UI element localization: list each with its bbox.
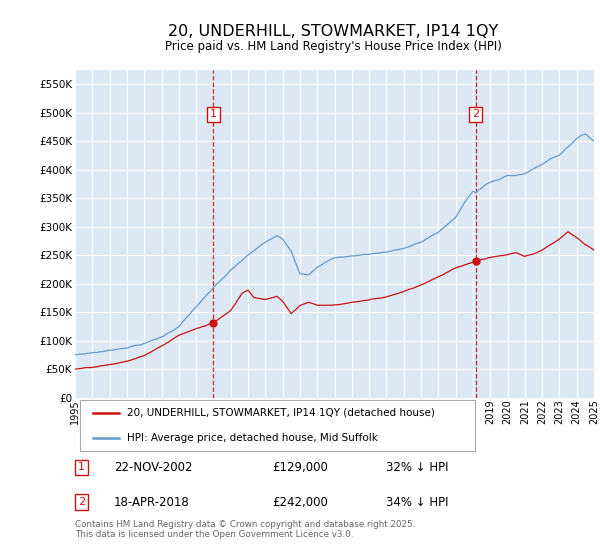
Text: Contains HM Land Registry data © Crown copyright and database right 2025.
This d: Contains HM Land Registry data © Crown c… bbox=[75, 520, 415, 539]
Text: 20, UNDERHILL, STOWMARKET, IP14 1QY: 20, UNDERHILL, STOWMARKET, IP14 1QY bbox=[168, 24, 498, 39]
Text: Price paid vs. HM Land Registry's House Price Index (HPI): Price paid vs. HM Land Registry's House … bbox=[164, 40, 502, 53]
Text: £242,000: £242,000 bbox=[272, 496, 328, 508]
Text: 1: 1 bbox=[78, 463, 85, 473]
Text: £129,000: £129,000 bbox=[272, 461, 328, 474]
Text: 20, UNDERHILL, STOWMARKET, IP14 1QY (detached house): 20, UNDERHILL, STOWMARKET, IP14 1QY (det… bbox=[127, 408, 435, 418]
Text: 34% ↓ HPI: 34% ↓ HPI bbox=[386, 496, 449, 508]
Text: 2: 2 bbox=[77, 497, 85, 507]
FancyBboxPatch shape bbox=[80, 400, 475, 451]
Text: 22-NOV-2002: 22-NOV-2002 bbox=[114, 461, 193, 474]
Text: 2: 2 bbox=[472, 109, 479, 119]
Text: 1: 1 bbox=[210, 109, 217, 119]
Text: HPI: Average price, detached house, Mid Suffolk: HPI: Average price, detached house, Mid … bbox=[127, 433, 378, 443]
Text: 32% ↓ HPI: 32% ↓ HPI bbox=[386, 461, 449, 474]
Text: 18-APR-2018: 18-APR-2018 bbox=[114, 496, 190, 508]
